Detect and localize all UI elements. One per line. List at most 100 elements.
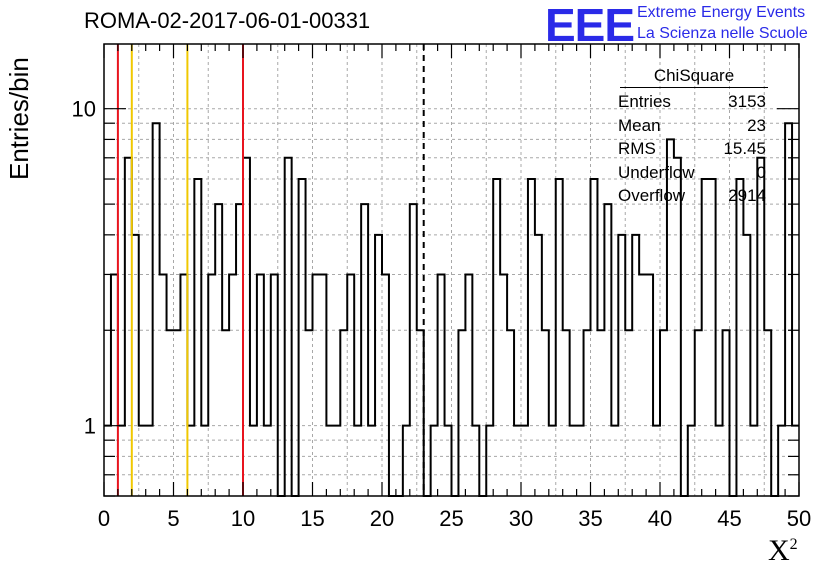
logo-line-1: Extreme Energy Events [637, 4, 806, 21]
histogram-bin [549, 426, 556, 496]
histogram-bin [563, 330, 570, 496]
histogram-bin [500, 274, 507, 496]
histogram-bin [507, 330, 514, 496]
histogram-bin [660, 330, 667, 496]
histogram-bin [299, 179, 306, 496]
histogram-bin [625, 330, 632, 496]
histogram-bin [125, 158, 132, 496]
histogram-bin [709, 179, 716, 496]
eee-logo: EEE [545, 0, 635, 51]
stats-row-overflow: Overflow 2914 [618, 186, 766, 206]
histogram-bin [445, 426, 452, 496]
x-tick-label: 50 [787, 506, 811, 531]
histogram-bin [333, 426, 340, 496]
histogram-bin [167, 330, 174, 496]
x-axis-label: X2 [768, 534, 798, 567]
histogram-bin [340, 330, 347, 496]
histogram-bin [702, 179, 709, 496]
histogram-bin [465, 274, 472, 496]
stats-row-underflow: Underflow 0 [618, 162, 766, 182]
histogram-bin [403, 426, 410, 496]
x-tick-label: 0 [98, 506, 110, 531]
histogram-bin [764, 330, 771, 496]
stats-row-mean: Mean 23 [618, 115, 766, 135]
run-title: ROMA-02-2017-06-01-00331 [84, 8, 371, 33]
histogram-bin [750, 426, 757, 496]
histogram-bin [264, 426, 271, 496]
histogram-bin [597, 330, 604, 496]
histogram-bin [361, 204, 368, 496]
histogram-bin [577, 426, 584, 496]
histogram-bin [180, 274, 187, 496]
histogram-bin [514, 426, 521, 496]
histogram-bin [653, 426, 660, 496]
histogram-bin [347, 274, 354, 496]
histogram-bin [723, 330, 730, 496]
histogram-bin [146, 426, 153, 496]
histogram-bin [410, 204, 417, 496]
histogram-bin [285, 158, 292, 496]
histogram-bin [222, 330, 229, 496]
histogram-bin [250, 426, 257, 496]
x-tick-label: 40 [648, 506, 672, 531]
histogram-bin [104, 426, 111, 496]
stats-box: ChiSquare Entries 3153 Mean 23 RMS 15.45 Un… [612, 66, 778, 210]
histogram-bin [326, 426, 333, 496]
histogram-bin [486, 426, 493, 496]
histogram-bin [591, 179, 598, 496]
histogram-bin [174, 330, 181, 496]
x-tick-label: 35 [578, 506, 602, 531]
histogram-bin [417, 330, 424, 496]
histogram-bin [438, 274, 445, 496]
histogram-bin [382, 274, 389, 496]
histogram-bin [118, 426, 125, 496]
histogram-bin [313, 274, 320, 496]
histogram-bin [139, 426, 146, 496]
histogram-bin [716, 426, 723, 496]
histogram-bin [639, 274, 646, 496]
histogram-bin [736, 179, 743, 496]
histogram-bin [604, 204, 611, 496]
histogram-bin [695, 330, 702, 496]
histogram-bin [243, 158, 250, 496]
histogram-bin [271, 274, 278, 496]
histogram-bin [187, 426, 194, 496]
histogram-bin [208, 274, 215, 496]
histogram-bin [792, 426, 799, 496]
logo-line-2: La Scienza nelle Scuole [637, 25, 808, 42]
histogram-bin [257, 274, 264, 496]
histogram-bin [493, 179, 500, 496]
x-tick-label: 5 [167, 506, 179, 531]
stats-row-entries: Entries 3153 [618, 92, 766, 111]
histogram-bin [194, 179, 201, 496]
histogram-bin [611, 426, 618, 496]
histogram-bin [229, 274, 236, 496]
x-tick-label: 20 [370, 506, 394, 531]
histogram-bin [688, 426, 695, 496]
histogram-bin [236, 204, 243, 496]
histogram-bin [521, 426, 528, 496]
histogram-bin [584, 330, 591, 496]
histogram-bin [111, 274, 118, 496]
histogram-bin [542, 330, 549, 496]
x-tick-label: 10 [231, 506, 255, 531]
x-tick-label: 30 [509, 506, 533, 531]
x-tick-label: 15 [300, 506, 324, 531]
y-tick-label: 10 [72, 97, 96, 122]
x-tick-label: 25 [439, 506, 463, 531]
histogram-bin [570, 426, 577, 496]
stats-title: ChiSquare [620, 66, 768, 88]
histogram-bin [306, 330, 313, 496]
histogram-bin [556, 179, 563, 496]
histogram-bin [646, 274, 653, 496]
x-tick-label: 45 [717, 506, 741, 531]
histogram-bin [160, 274, 167, 496]
y-axis-label: Entries/bin [4, 57, 34, 180]
histogram-bin [472, 426, 479, 496]
histogram-bin [528, 179, 535, 496]
stats-row-rms: RMS 15.45 [618, 139, 766, 159]
histogram-bin [215, 204, 222, 496]
y-tick-label: 1 [84, 414, 96, 439]
histogram-bin [458, 330, 465, 496]
